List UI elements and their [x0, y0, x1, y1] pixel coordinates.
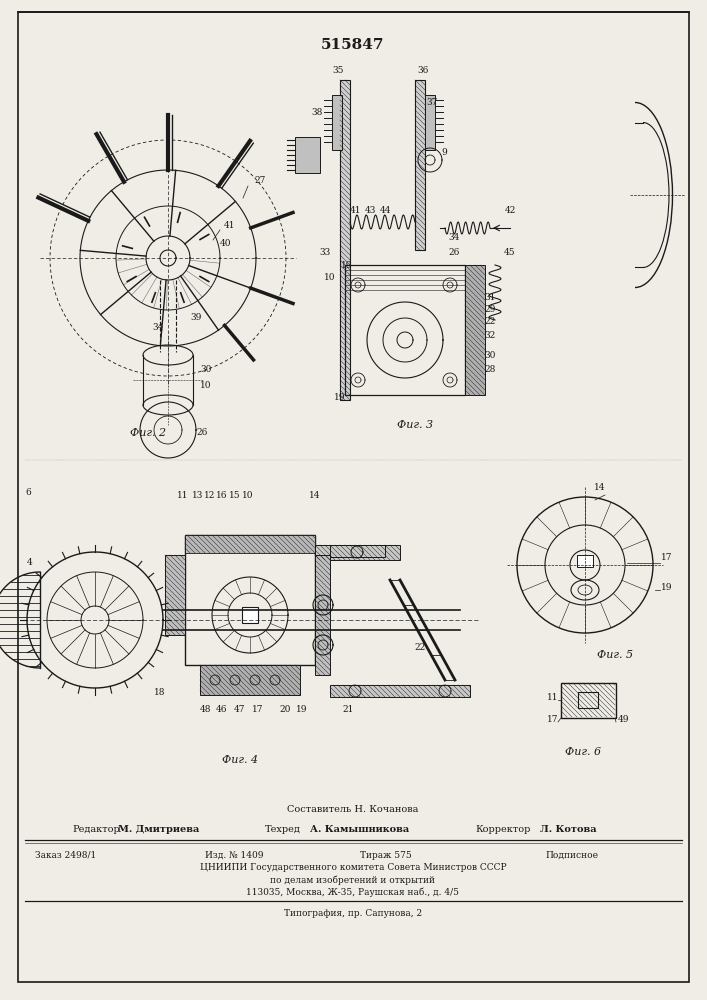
Text: Изд. № 1409: Изд. № 1409 — [205, 850, 264, 859]
Text: Редактор: Редактор — [72, 826, 119, 834]
Text: Л. Котова: Л. Котова — [540, 826, 597, 834]
Bar — [415, 80, 425, 250]
Bar — [425, 95, 435, 150]
Bar — [315, 545, 400, 560]
Bar — [577, 555, 593, 567]
Text: 10: 10 — [325, 273, 336, 282]
Bar — [185, 535, 315, 665]
Text: 10: 10 — [243, 491, 254, 500]
Bar — [315, 555, 330, 675]
Text: 28: 28 — [484, 365, 496, 374]
Text: 27: 27 — [255, 176, 266, 185]
Text: Заказ 2498/1: Заказ 2498/1 — [35, 850, 96, 859]
Text: 42: 42 — [504, 206, 515, 215]
Text: 18: 18 — [154, 688, 165, 697]
Text: 34: 34 — [152, 323, 164, 332]
Bar — [465, 265, 485, 395]
Text: 33: 33 — [320, 248, 331, 257]
Text: Фиг. 3: Фиг. 3 — [397, 420, 433, 430]
Text: 41: 41 — [224, 221, 235, 230]
Text: Составитель Н. Кочанова: Составитель Н. Кочанова — [287, 806, 419, 814]
Text: 35: 35 — [332, 66, 344, 75]
Text: 26: 26 — [448, 248, 460, 257]
Text: 30: 30 — [484, 351, 496, 360]
Text: по делам изобретений и открытий: по делам изобретений и открытий — [271, 875, 436, 885]
Bar — [340, 80, 350, 400]
Bar — [561, 683, 616, 718]
Text: Корректор: Корректор — [475, 826, 530, 834]
Text: 515847: 515847 — [321, 38, 385, 52]
Text: Фиг. 6: Фиг. 6 — [565, 747, 601, 757]
Bar — [330, 545, 385, 557]
Bar — [200, 665, 300, 695]
Text: 113035, Москва, Ж-35, Раушская наб., д. 4/5: 113035, Москва, Ж-35, Раушская наб., д. … — [247, 887, 460, 897]
Text: 32: 32 — [484, 331, 496, 340]
Text: 34: 34 — [448, 233, 460, 242]
Text: 21: 21 — [342, 705, 354, 714]
Text: 48: 48 — [199, 705, 211, 714]
Text: А. Камышникова: А. Камышникова — [310, 826, 409, 834]
Text: Фиг. 5: Фиг. 5 — [597, 650, 633, 660]
Bar — [345, 265, 465, 395]
Text: 10: 10 — [200, 381, 211, 390]
Text: 16: 16 — [216, 491, 228, 500]
Text: ЦНИИПИ Государственного комитета Совета Министров СССР: ЦНИИПИ Государственного комитета Совета … — [199, 863, 506, 872]
Text: 11: 11 — [547, 693, 559, 702]
Bar — [242, 607, 258, 623]
Text: 14: 14 — [309, 491, 321, 500]
Text: 49: 49 — [617, 715, 629, 724]
Text: 29: 29 — [484, 305, 496, 314]
Bar — [165, 555, 185, 635]
Text: 36: 36 — [417, 66, 428, 75]
Bar — [332, 95, 342, 150]
Text: 45: 45 — [504, 248, 516, 257]
Text: 22: 22 — [484, 317, 496, 326]
Text: Подписное: Подписное — [545, 850, 598, 859]
Text: 19: 19 — [334, 393, 346, 402]
Text: 39: 39 — [190, 313, 201, 322]
Text: 47: 47 — [234, 705, 246, 714]
Text: 17: 17 — [252, 705, 264, 714]
Text: 20: 20 — [279, 705, 291, 714]
Text: 17: 17 — [661, 553, 673, 562]
Text: 11: 11 — [177, 491, 189, 500]
Text: 43: 43 — [364, 206, 375, 215]
Bar — [185, 535, 315, 553]
Text: 9: 9 — [441, 148, 447, 157]
Text: Тираж 575: Тираж 575 — [360, 850, 411, 859]
Text: 13: 13 — [192, 491, 204, 500]
Text: Фиг. 4: Фиг. 4 — [222, 755, 258, 765]
Text: 41: 41 — [349, 206, 361, 215]
Bar — [295, 137, 320, 173]
Text: 46: 46 — [216, 705, 228, 714]
Text: Фиг. 2: Фиг. 2 — [130, 428, 166, 438]
Text: 12: 12 — [204, 491, 216, 500]
Text: 15: 15 — [229, 491, 241, 500]
Text: 6: 6 — [25, 488, 31, 497]
Text: 44: 44 — [379, 206, 391, 215]
Text: 37: 37 — [426, 98, 438, 107]
Text: 14: 14 — [595, 483, 606, 492]
Bar — [330, 685, 470, 697]
Text: М. Дмитриева: М. Дмитриева — [118, 826, 199, 834]
Text: 31: 31 — [484, 293, 496, 302]
Text: 26: 26 — [196, 428, 207, 437]
Text: 22: 22 — [414, 643, 426, 652]
Text: Техред: Техред — [265, 826, 301, 834]
Text: 4: 4 — [27, 558, 33, 567]
Bar — [578, 692, 598, 708]
Text: 19: 19 — [341, 261, 353, 270]
Text: Типография, пр. Сапунова, 2: Типография, пр. Сапунова, 2 — [284, 910, 422, 918]
Text: 40: 40 — [221, 239, 232, 248]
Text: 17: 17 — [547, 715, 559, 724]
Text: 30: 30 — [200, 365, 211, 374]
Text: 38: 38 — [311, 108, 322, 117]
Text: 19: 19 — [661, 583, 673, 592]
Text: 19: 19 — [296, 705, 308, 714]
